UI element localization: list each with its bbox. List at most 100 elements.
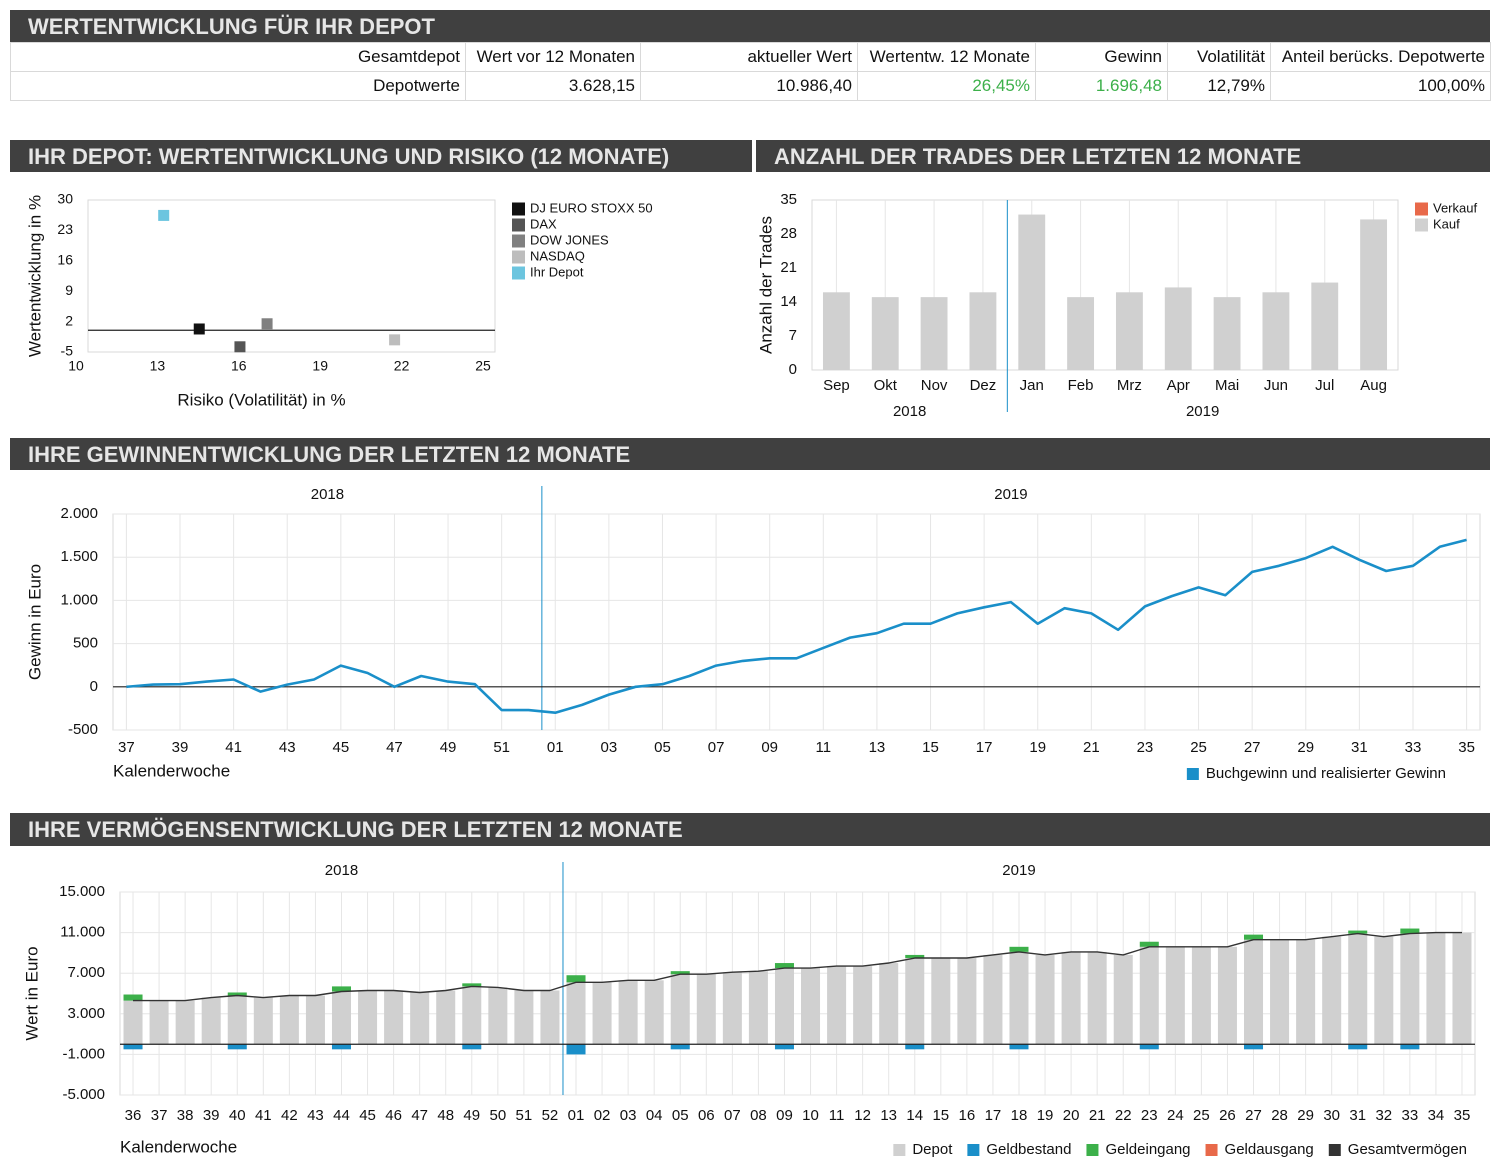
bar [123, 994, 143, 1001]
bar [1217, 946, 1237, 1045]
bar [957, 957, 977, 1045]
x-tick-label: 17 [976, 739, 993, 756]
bar [540, 990, 560, 1045]
legend-swatch [1415, 202, 1428, 216]
section-title: ANZAHL DER TRADES DER LETZTEN 12 MONATE [756, 140, 1490, 172]
x-tick-label: 19 [1029, 739, 1046, 756]
x-tick-label: 39 [203, 1107, 220, 1124]
legend-label: DJ EURO STOXX 50 [530, 200, 653, 215]
bar [871, 297, 899, 370]
x-tick-label: 39 [172, 739, 189, 756]
x-tick-label: Okt [874, 377, 898, 394]
x-axis-label: Kalenderwoche [120, 1137, 237, 1156]
x-tick-label: 46 [385, 1107, 402, 1124]
bar [1164, 287, 1192, 370]
y-tick-label: 1.500 [60, 548, 98, 565]
x-tick-label: 12 [854, 1107, 871, 1124]
x-tick-label: 22 [394, 358, 410, 374]
bar [1322, 936, 1342, 1045]
column-header: Wert vor 12 Monaten [465, 42, 641, 72]
x-tick-label: 29 [1297, 739, 1314, 756]
bar [462, 983, 482, 987]
plot-area [87, 199, 496, 353]
bar [227, 995, 247, 1045]
bar [774, 963, 794, 969]
bar [227, 1044, 247, 1050]
bar [1452, 932, 1472, 1045]
x-tick-label: 16 [959, 1107, 976, 1124]
x-tick-label: Jan [1020, 377, 1044, 394]
y-tick-label: 16 [57, 252, 73, 268]
x-tick-label: Mrz [1117, 377, 1142, 394]
legend-label: DAX [530, 216, 557, 231]
x-tick-label: 01 [547, 739, 564, 756]
x-tick-label: 05 [672, 1107, 689, 1124]
bar [1311, 282, 1339, 370]
section-title: WERTENTWICKLUNG FÜR IHR DEPOT [10, 10, 1490, 42]
bar [279, 995, 299, 1045]
year-label: 2019 [1002, 862, 1035, 879]
legend-label: Geldeingang [1105, 1141, 1190, 1158]
legend-label: Gesamtvermögen [1348, 1141, 1467, 1158]
bar [920, 297, 948, 370]
bar [1348, 930, 1368, 934]
bar [331, 986, 352, 992]
x-tick-label: Aug [1360, 377, 1387, 394]
x-tick-label: 20 [1063, 1107, 1080, 1124]
y-tick-label: -5 [61, 343, 74, 359]
bar [1067, 297, 1095, 370]
bar [905, 957, 925, 1045]
bar [410, 992, 430, 1045]
y-axis-label: Wertentwicklung in % [25, 195, 44, 357]
bar [514, 990, 534, 1045]
y-tick-label: 35 [780, 191, 797, 208]
bar [1243, 934, 1264, 940]
x-tick-label: 14 [906, 1107, 923, 1124]
x-tick-label: Sep [823, 377, 850, 394]
x-tick-label: 44 [333, 1107, 350, 1124]
x-tick-label: 27 [1244, 739, 1261, 756]
legend-label: Ihr Depot [530, 264, 584, 279]
x-tick-label: 43 [307, 1107, 324, 1124]
x-tick-label: Feb [1068, 377, 1094, 394]
bar [905, 954, 925, 958]
header-row: Gesamtdepot Wert vor 12 Monaten aktueller … [10, 42, 1491, 72]
bar [748, 971, 768, 1045]
y-tick-label: 3.000 [67, 1005, 105, 1022]
point [389, 334, 401, 346]
bar [1115, 292, 1143, 370]
table-cell: 10.986,40 [640, 71, 858, 101]
x-tick-label: 51 [516, 1107, 533, 1124]
bar [1348, 1044, 1368, 1050]
x-tick-label: 30 [1323, 1107, 1340, 1124]
year-label: 2018 [893, 403, 926, 420]
y-tick-label: 28 [780, 225, 797, 242]
x-tick-label: 32 [1375, 1107, 1392, 1124]
x-tick-label: 51 [493, 739, 510, 756]
x-tick-label: 06 [698, 1107, 715, 1124]
y-axis-label: Wert in Euro [22, 946, 41, 1040]
bar [175, 1000, 195, 1045]
table-cell: Depotwerte [10, 71, 466, 101]
bar [670, 1044, 690, 1050]
y-tick-label: -5.000 [62, 1086, 105, 1103]
legend-swatch [967, 1144, 980, 1156]
bar [201, 997, 221, 1045]
x-tick-label: 08 [750, 1107, 767, 1124]
legend-label: Depot [912, 1141, 953, 1158]
legend-swatch [512, 234, 525, 248]
bar [670, 974, 690, 1045]
y-axis-label: Anzahl der Trades [756, 216, 775, 354]
bar [358, 990, 378, 1045]
bar [488, 987, 508, 1045]
y-tick-label: 23 [57, 221, 73, 237]
bar [123, 1044, 143, 1050]
legend-swatch [1205, 1144, 1218, 1156]
x-tick-label: 07 [724, 1107, 741, 1124]
x-tick-label: 09 [776, 1107, 793, 1124]
bar [1243, 939, 1264, 1045]
bar [1262, 292, 1290, 370]
x-tick-label: Apr [1167, 377, 1190, 394]
x-axis-label: Risiko (Volatilität) in % [177, 390, 345, 409]
